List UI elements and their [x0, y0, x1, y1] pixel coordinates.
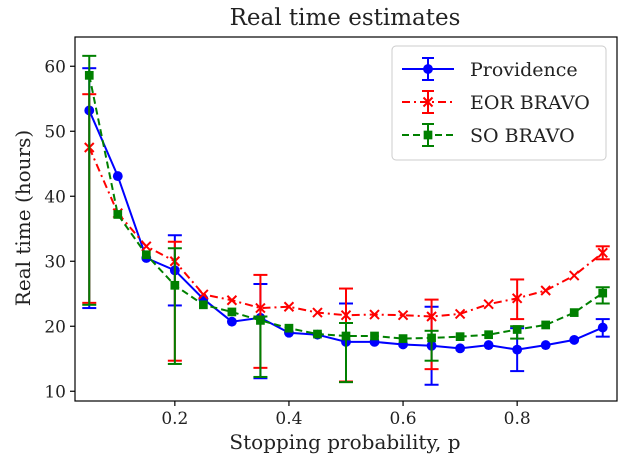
- plot-area: [82, 54, 610, 386]
- axes-frame: [74, 36, 618, 402]
- data-point-eor-bravo: [540, 285, 551, 296]
- data-point-so-bravo: [170, 280, 180, 290]
- y-axis: 10 20 30 40 50 60: [44, 57, 75, 402]
- x-tick-label: 0.4: [275, 409, 302, 429]
- data-point-so-bravo: [313, 329, 322, 339]
- legend: Providence EOR BRAVO SO BRAVO: [391, 45, 607, 161]
- data-point-eor-bravo: [454, 308, 466, 320]
- legend-label-providence: Providence: [470, 59, 578, 81]
- legend-box: [391, 45, 607, 161]
- x-tick-label: 0.8: [504, 409, 531, 429]
- data-point-eor-bravo: [198, 289, 209, 300]
- data-point-so-bravo: [598, 288, 608, 298]
- data-point-eor-bravo: [283, 301, 295, 312]
- legend-item-eor-bravo: EOR BRAVO: [402, 90, 590, 114]
- y-tick-label: 30: [44, 252, 66, 272]
- data-point-so-bravo: [256, 316, 265, 325]
- data-point-so-bravo: [398, 334, 408, 343]
- data-point-providence: [597, 322, 608, 333]
- y-tick-label: 40: [44, 187, 66, 207]
- data-point-eor-bravo: [312, 307, 323, 318]
- data-point-providence: [112, 171, 123, 182]
- chart-title: Real time estimates: [230, 5, 461, 31]
- legend-item-so-bravo: SO BRAVO: [402, 123, 575, 147]
- data-point-so-bravo: [341, 331, 351, 341]
- data-point-eor-bravo: [426, 311, 437, 322]
- data-point-eor-bravo: [397, 309, 409, 321]
- x-axis: 0.2 0.4 0.6 0.8: [161, 401, 531, 429]
- data-point-so-bravo: [541, 320, 551, 330]
- data-point-so-bravo: [455, 332, 465, 341]
- plot-frame: [74, 36, 618, 402]
- legend-item-providence: Providence: [402, 57, 578, 81]
- data-point-eor-bravo: [141, 241, 152, 252]
- data-point-providence: [512, 344, 523, 355]
- data-point-providence: [455, 343, 466, 354]
- data-point-providence: [569, 334, 580, 345]
- data-point-providence: [483, 340, 494, 351]
- legend-label-so-bravo: SO BRAVO: [470, 125, 575, 147]
- data-point-so-bravo: [284, 323, 294, 333]
- data-point-so-bravo: [84, 71, 94, 80]
- data-point-eor-bravo: [597, 247, 608, 259]
- y-axis-label: Real time (hours): [11, 130, 35, 306]
- y-tick-label: 50: [44, 122, 66, 142]
- data-point-so-bravo: [569, 308, 579, 317]
- data-point-so-bravo: [512, 325, 522, 334]
- data-point-so-bravo: [370, 331, 379, 341]
- legend-marker-eor-bravo: [422, 96, 434, 108]
- y-tick-label: 20: [44, 317, 66, 337]
- data-point-so-bravo: [227, 307, 237, 317]
- legend-label-eor-bravo: EOR BRAVO: [470, 92, 590, 114]
- data-point-so-bravo: [141, 250, 151, 260]
- data-point-eor-bravo: [569, 270, 580, 281]
- legend-marker-providence: [423, 64, 433, 74]
- data-point-so-bravo: [199, 300, 208, 310]
- data-point-so-bravo: [484, 330, 493, 340]
- data-point-eor-bravo: [511, 293, 523, 304]
- x-tick-label: 0.2: [161, 409, 188, 429]
- y-tick-label: 60: [44, 57, 66, 77]
- x-tick-label: 0.6: [390, 409, 417, 429]
- legend-marker-so-bravo: [423, 130, 433, 140]
- data-point-eor-bravo: [255, 302, 266, 314]
- data-point-eor-bravo: [340, 309, 352, 321]
- data-point-providence: [226, 316, 237, 327]
- y-tick-label: 10: [44, 382, 66, 402]
- x-axis-label: Stopping probability, p: [229, 430, 460, 454]
- data-point-eor-bravo: [369, 309, 380, 320]
- series-so-bravo: [82, 54, 610, 384]
- data-point-eor-bravo: [483, 298, 494, 310]
- data-point-eor-bravo: [226, 295, 238, 306]
- data-point-providence: [540, 340, 551, 351]
- data-point-so-bravo: [113, 210, 123, 219]
- data-point-so-bravo: [427, 333, 436, 343]
